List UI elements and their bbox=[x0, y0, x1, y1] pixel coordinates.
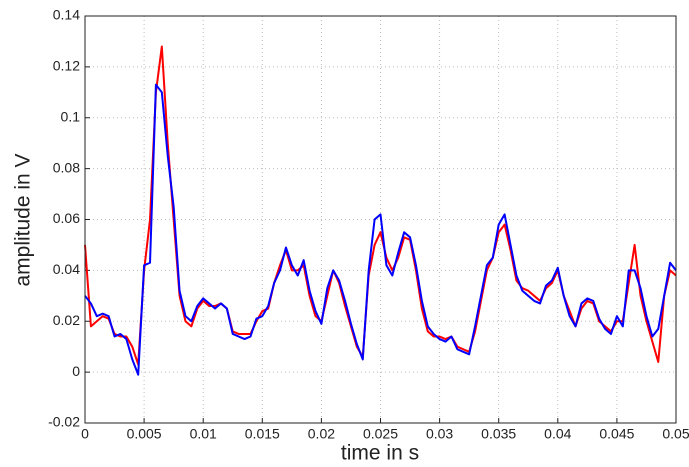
y-tick-label: 0 bbox=[72, 363, 80, 379]
x-tick-label: 0.015 bbox=[245, 426, 280, 442]
x-tick-label: 0.035 bbox=[481, 426, 516, 442]
plot-frame bbox=[84, 15, 677, 424]
x-tick-label: 0.01 bbox=[190, 426, 217, 442]
x-tick-label: 0.005 bbox=[127, 426, 162, 442]
x-tick-label: 0.04 bbox=[544, 426, 571, 442]
y-axis-label: amplitude in V bbox=[12, 153, 35, 286]
y-tick-label: 0.02 bbox=[53, 312, 80, 328]
y-tick-label: 0.14 bbox=[53, 7, 80, 23]
y-tick-label: 0.1 bbox=[61, 108, 81, 124]
x-tick-label: 0 bbox=[81, 426, 89, 442]
y-tick-label: 0.04 bbox=[53, 261, 80, 277]
y-tick-label: 0.06 bbox=[53, 210, 80, 226]
x-tick-label: 0.03 bbox=[426, 426, 453, 442]
x-axis-label: time in s bbox=[341, 442, 419, 465]
x-tick-label: 0.05 bbox=[662, 426, 689, 442]
x-tick-label: 0.045 bbox=[599, 426, 634, 442]
y-tick-label: 0.08 bbox=[53, 159, 80, 175]
x-tick-label: 0.02 bbox=[308, 426, 335, 442]
data-line bbox=[84, 83, 677, 376]
y-tick-label: 0.12 bbox=[53, 58, 80, 74]
y-tick-label: -0.02 bbox=[48, 414, 80, 430]
x-tick-label: 0.025 bbox=[363, 426, 398, 442]
